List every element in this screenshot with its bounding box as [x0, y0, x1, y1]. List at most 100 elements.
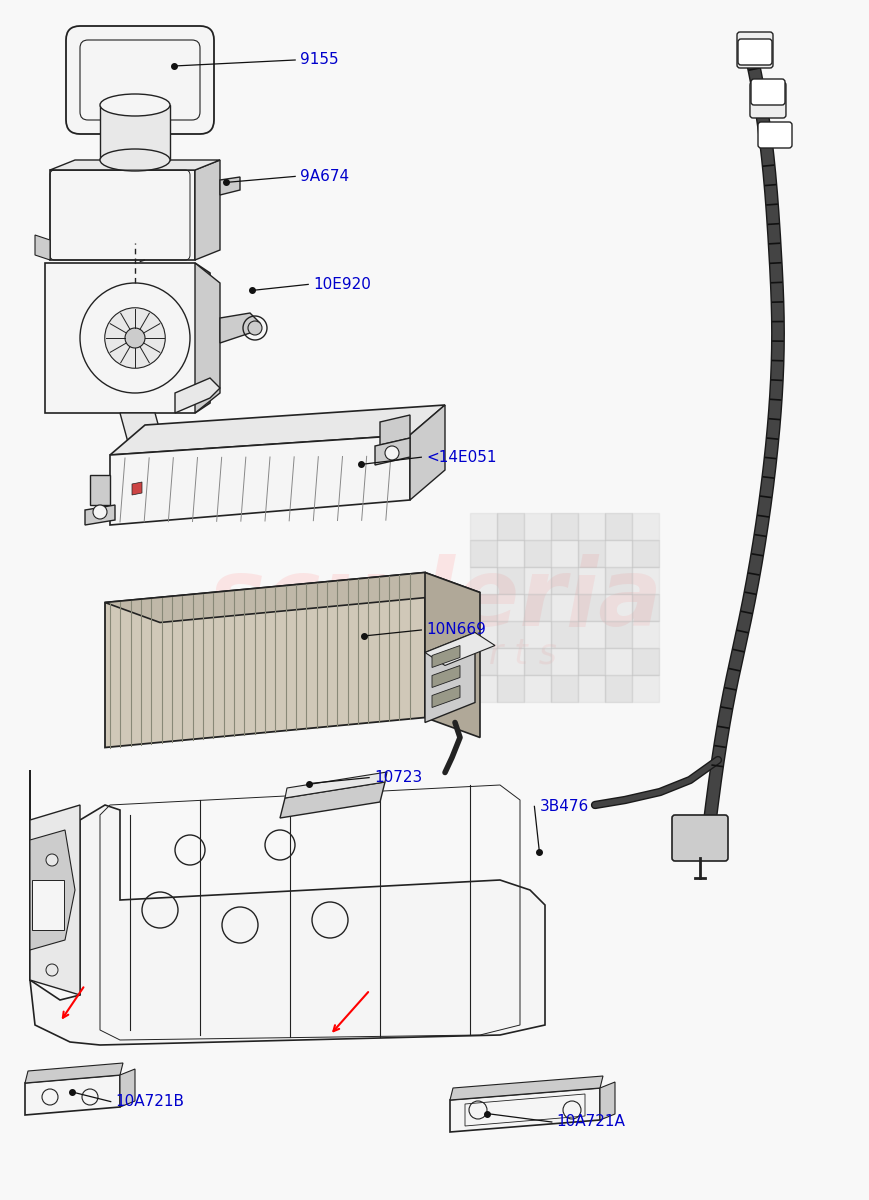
- Bar: [523, 622, 550, 648]
- Text: 10A721A: 10A721A: [556, 1115, 625, 1129]
- Bar: [469, 622, 496, 648]
- Text: scuderia: scuderia: [208, 554, 661, 646]
- Text: 9155: 9155: [300, 53, 338, 67]
- Bar: [604, 674, 631, 702]
- FancyBboxPatch shape: [749, 82, 785, 118]
- Bar: [469, 566, 496, 594]
- Circle shape: [46, 964, 58, 976]
- Bar: [523, 594, 550, 622]
- Polygon shape: [85, 505, 115, 526]
- Polygon shape: [432, 685, 460, 708]
- Polygon shape: [120, 413, 169, 468]
- Bar: [577, 648, 604, 674]
- Bar: [32, 880, 64, 930]
- Polygon shape: [375, 438, 409, 464]
- Polygon shape: [425, 572, 480, 738]
- Bar: [631, 594, 658, 622]
- Text: 10A721B: 10A721B: [116, 1094, 184, 1109]
- Bar: [550, 648, 577, 674]
- Bar: [523, 514, 550, 540]
- Bar: [604, 514, 631, 540]
- Text: c a r   p a r t s: c a r p a r t s: [313, 637, 556, 671]
- Polygon shape: [600, 1082, 614, 1120]
- Bar: [523, 540, 550, 566]
- Bar: [469, 514, 496, 540]
- FancyBboxPatch shape: [736, 32, 773, 68]
- Circle shape: [125, 328, 145, 348]
- Bar: [523, 648, 550, 674]
- Polygon shape: [105, 572, 480, 623]
- Ellipse shape: [100, 149, 169, 170]
- Circle shape: [93, 505, 107, 518]
- Bar: [496, 622, 523, 648]
- Bar: [496, 514, 523, 540]
- Polygon shape: [132, 482, 142, 494]
- Bar: [577, 566, 604, 594]
- FancyBboxPatch shape: [671, 815, 727, 862]
- Bar: [496, 540, 523, 566]
- Polygon shape: [220, 176, 240, 194]
- Bar: [577, 594, 604, 622]
- Polygon shape: [50, 170, 195, 260]
- Polygon shape: [100, 104, 169, 160]
- Bar: [604, 594, 631, 622]
- Bar: [631, 648, 658, 674]
- Bar: [550, 566, 577, 594]
- Bar: [550, 540, 577, 566]
- Bar: [604, 622, 631, 648]
- Bar: [550, 674, 577, 702]
- Bar: [469, 594, 496, 622]
- Polygon shape: [175, 378, 220, 413]
- Polygon shape: [195, 263, 220, 413]
- Circle shape: [46, 854, 58, 866]
- Bar: [523, 566, 550, 594]
- Bar: [469, 674, 496, 702]
- FancyBboxPatch shape: [757, 122, 791, 148]
- Bar: [577, 674, 604, 702]
- Polygon shape: [432, 666, 460, 688]
- Circle shape: [248, 320, 262, 335]
- Text: 10N669: 10N669: [426, 623, 486, 637]
- Polygon shape: [449, 1088, 600, 1132]
- Polygon shape: [109, 434, 409, 526]
- Bar: [631, 540, 658, 566]
- Bar: [631, 514, 658, 540]
- Bar: [631, 622, 658, 648]
- Circle shape: [385, 446, 399, 460]
- Text: 9A674: 9A674: [300, 169, 348, 184]
- Bar: [577, 514, 604, 540]
- Polygon shape: [449, 1076, 602, 1100]
- Polygon shape: [120, 1069, 135, 1106]
- Polygon shape: [220, 313, 260, 343]
- Polygon shape: [30, 830, 75, 950]
- FancyBboxPatch shape: [66, 26, 214, 134]
- Polygon shape: [280, 782, 385, 818]
- Polygon shape: [25, 1075, 120, 1115]
- Bar: [550, 594, 577, 622]
- Polygon shape: [25, 1063, 123, 1082]
- Bar: [523, 674, 550, 702]
- Polygon shape: [45, 263, 209, 413]
- Polygon shape: [30, 805, 80, 995]
- Bar: [496, 566, 523, 594]
- Polygon shape: [425, 632, 494, 666]
- Polygon shape: [109, 404, 444, 455]
- Bar: [631, 566, 658, 594]
- Bar: [577, 622, 604, 648]
- Bar: [496, 674, 523, 702]
- Bar: [550, 514, 577, 540]
- Text: <14E051: <14E051: [426, 450, 496, 464]
- Circle shape: [104, 307, 165, 368]
- Polygon shape: [285, 772, 387, 798]
- Polygon shape: [50, 160, 220, 170]
- Bar: [604, 566, 631, 594]
- Polygon shape: [105, 572, 425, 748]
- Polygon shape: [35, 235, 50, 260]
- FancyBboxPatch shape: [737, 38, 771, 65]
- Bar: [496, 648, 523, 674]
- Bar: [577, 540, 604, 566]
- Polygon shape: [195, 160, 220, 260]
- FancyBboxPatch shape: [750, 79, 784, 104]
- Text: 10723: 10723: [374, 770, 421, 785]
- Bar: [550, 622, 577, 648]
